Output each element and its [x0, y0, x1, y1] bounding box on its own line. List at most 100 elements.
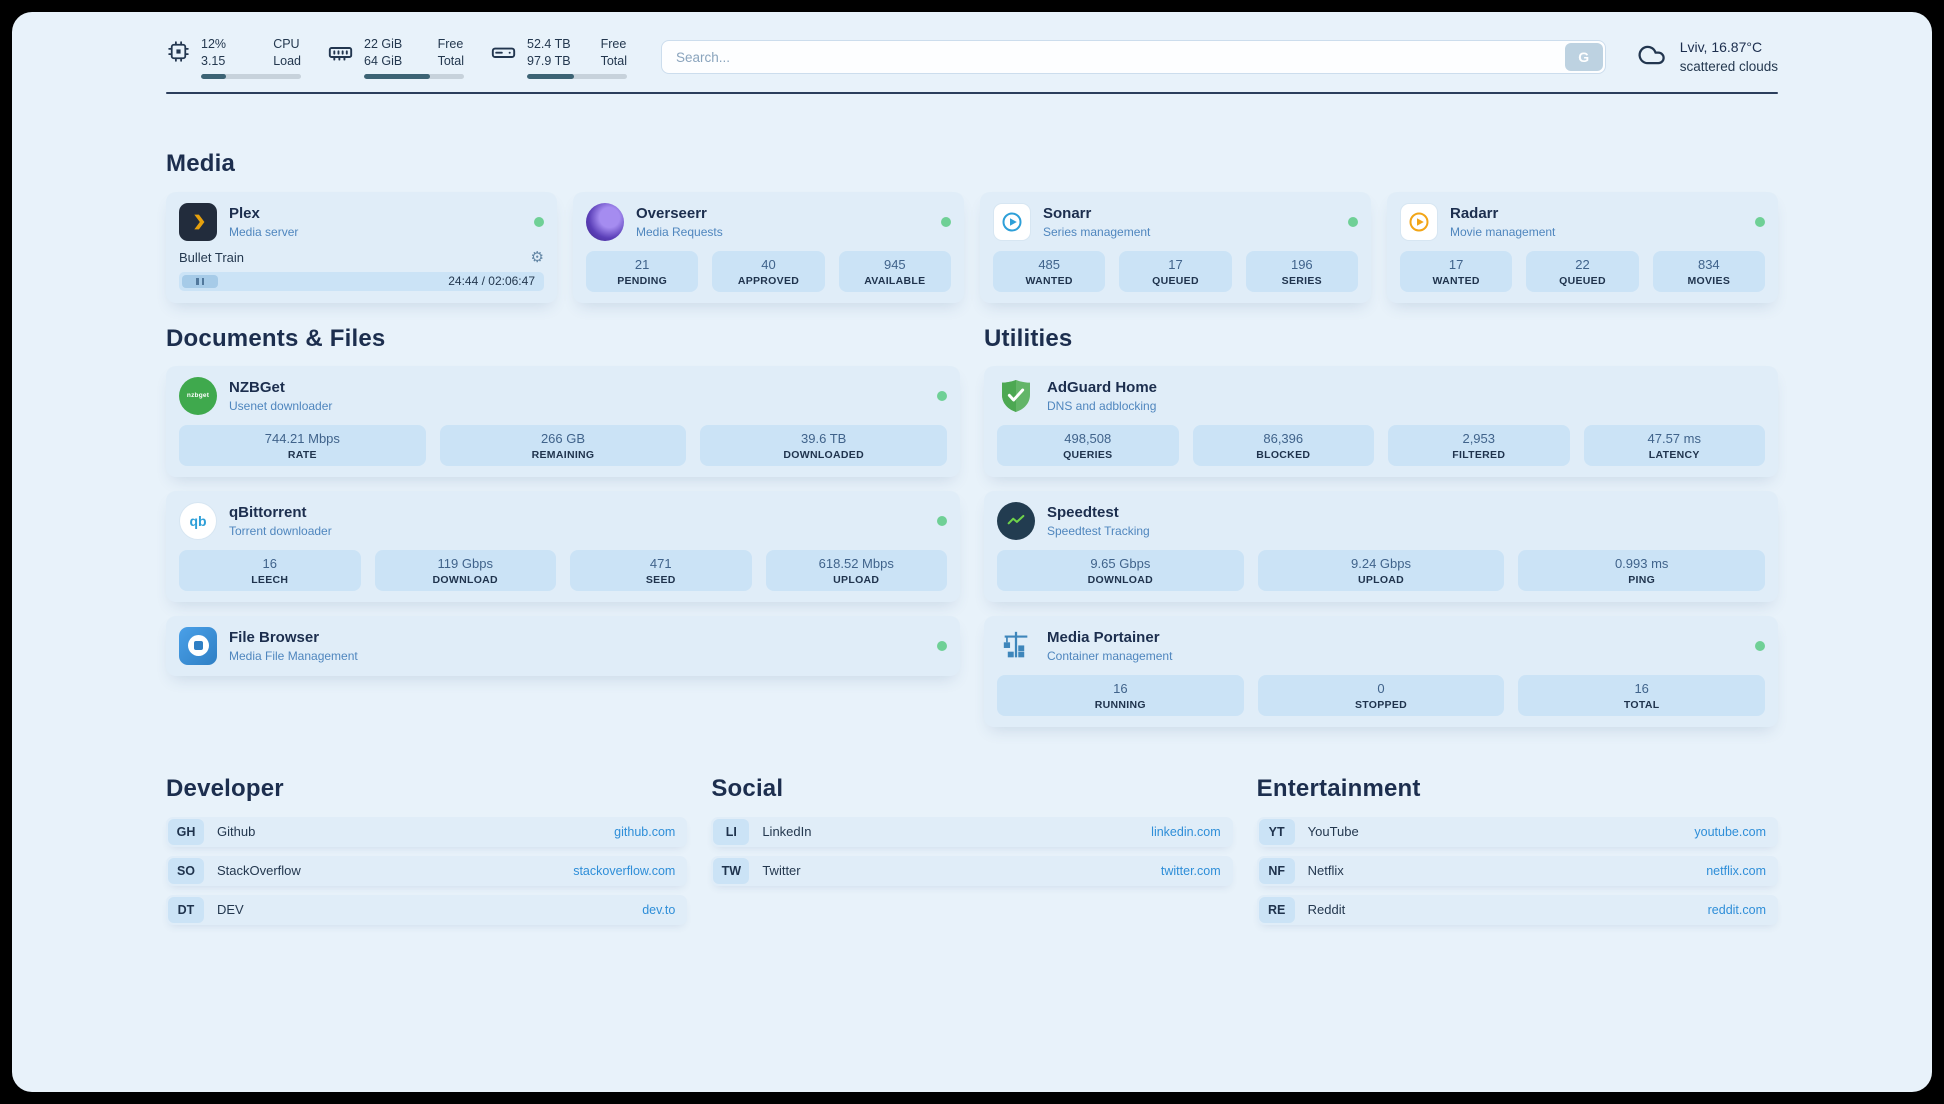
bookmark-url: youtube.com — [1694, 824, 1766, 839]
cloud-icon — [1634, 40, 1669, 75]
bookmark-url: linkedin.com — [1151, 824, 1221, 839]
stat-value: 16 — [1113, 680, 1128, 696]
bookmark-youtube[interactable]: YT YouTube youtube.com — [1256, 816, 1778, 847]
dashboard-content: 12% 3.15 CPU Load — [166, 12, 1778, 925]
disk-monitor: 52.4 TB 97.9 TB Free Total — [490, 36, 627, 79]
stat-value: 21 — [634, 256, 650, 272]
bookmark-netflix[interactable]: NF Netflix netflix.com — [1256, 855, 1778, 886]
stat-download: 119 Gbps DOWNLOAD — [374, 549, 556, 591]
weather-location: Lviv, 16.87°C — [1679, 39, 1763, 56]
card-radarr[interactable]: Radarr Movie management 17 WANTED 22 QUE… — [1387, 191, 1778, 303]
overseerr-icon — [586, 202, 624, 241]
stat-value: 16 — [1634, 680, 1649, 696]
media-grid: Plex Media server Bullet Train ⚙ 24:44 /… — [166, 191, 1778, 303]
bookmark-name: Netflix — [1307, 863, 1344, 879]
stat-leech: 16 LEECH — [179, 549, 361, 591]
player-progress-bar: 24:44 / 02:06:47 — [179, 271, 544, 291]
stat-value: 498,508 — [1064, 430, 1112, 446]
card-speedtest[interactable]: Speedtest Speedtest Tracking 9.65 Gbps D… — [984, 490, 1778, 602]
service-subtitle: Media Requests — [636, 224, 723, 239]
stat-label: AVAILABLE — [864, 274, 926, 287]
card-qbittorrent[interactable]: qb qBittorrent Torrent downloader 16 — [166, 490, 960, 602]
stat-label: UPLOAD — [1357, 573, 1405, 586]
card-adguard[interactable]: AdGuard Home DNS and adblocking 498,508 … — [984, 365, 1778, 477]
portainer-stats: 16 RUNNING 0 STOPPED 16 TOTAL — [997, 674, 1766, 716]
qbittorrent-header: qb qBittorrent Torrent downloader — [179, 501, 947, 540]
topbar: 12% 3.15 CPU Load — [166, 36, 1778, 79]
disk-label-1: Free — [600, 37, 627, 51]
stat-label: QUERIES — [1063, 448, 1113, 461]
status-dot — [1348, 216, 1358, 227]
service-title: qBittorrent — [229, 503, 307, 521]
stat-value: 47.57 ms — [1647, 430, 1701, 446]
disk-icon — [490, 36, 517, 71]
stat-upload: 618.52 Mbps UPLOAD — [765, 549, 947, 591]
card-filebrowser[interactable]: File Browser Media File Management — [166, 615, 960, 676]
bookmark-name: LinkedIn — [762, 824, 812, 840]
bookmark-stackoverflow[interactable]: SO StackOverflow stackoverflow.com — [166, 855, 688, 886]
bookmark-reddit[interactable]: RE Reddit reddit.com — [1256, 894, 1778, 925]
nzbget-header: nzbget NZBGet Usenet downloader — [179, 376, 947, 415]
search-provider-button[interactable]: G — [1564, 43, 1603, 72]
stat-label: WANTED — [1025, 274, 1073, 287]
bookmark-name: Reddit — [1307, 902, 1346, 918]
stat-label: SERIES — [1281, 274, 1322, 287]
service-subtitle: Media File Management — [229, 648, 358, 663]
portainer-titles: Media Portainer Container management — [1047, 629, 1743, 663]
search-bar: G — [661, 40, 1606, 75]
sonarr-titles: Sonarr Series management — [1043, 205, 1336, 239]
card-plex[interactable]: Plex Media server Bullet Train ⚙ 24:44 /… — [166, 191, 557, 303]
stat-value: 2,953 — [1462, 430, 1496, 446]
bookmark-twitter[interactable]: TW Twitter twitter.com — [711, 855, 1233, 886]
stat-value: 16 — [262, 555, 277, 571]
stat-stopped: 0 STOPPED — [1257, 674, 1505, 716]
settings-gear-icon[interactable]: ⚙ — [530, 248, 544, 266]
speedtest-header: Speedtest Speedtest Tracking — [997, 501, 1765, 540]
cpu-progress-track — [201, 73, 301, 79]
stat-value: 39.6 TB — [801, 430, 847, 446]
pause-button[interactable] — [182, 274, 218, 288]
portainer-icon — [997, 627, 1035, 665]
service-title: Plex — [229, 204, 260, 222]
card-nzbget[interactable]: nzbget NZBGet Usenet downloader 744.21 M… — [166, 365, 960, 477]
stat-running: 16 RUNNING — [997, 674, 1244, 716]
stat-value: 485 — [1038, 256, 1061, 272]
card-overseerr[interactable]: Overseerr Media Requests 21 PENDING 40 A… — [573, 191, 964, 303]
stat-download: 9.65 Gbps DOWNLOAD — [997, 549, 1244, 591]
documents-heading: Documents & Files — [166, 324, 386, 352]
search-input[interactable] — [664, 49, 1565, 65]
stat-value: 86,396 — [1263, 430, 1304, 446]
bookmark-group-social: Social LI LinkedIn linkedin.com TW Twitt… — [711, 775, 1233, 925]
stat-value: 17 — [1448, 256, 1464, 272]
bookmark-group-developer: Developer GH Github github.com SO StackO… — [166, 775, 688, 925]
disk-label-2: Total — [600, 53, 627, 68]
service-subtitle: Torrent downloader — [229, 523, 332, 538]
bookmark-github[interactable]: GH Github github.com — [166, 816, 688, 847]
speedtest-stats: 9.65 Gbps DOWNLOAD 9.24 Gbps UPLOAD 0.99… — [997, 549, 1766, 591]
disk-total: 97.9 TB — [527, 53, 571, 68]
bookmark-abbr: TW — [713, 857, 750, 884]
service-subtitle: Series management — [1043, 224, 1151, 239]
stat-wanted: 17 WANTED — [1400, 250, 1513, 292]
bookmark-list: LI LinkedIn linkedin.com TW Twitter twit… — [711, 816, 1233, 886]
stat-queries: 498,508 QUERIES — [997, 424, 1179, 466]
ram-progress-fill — [364, 73, 430, 79]
qbittorrent-icon: qb — [179, 501, 217, 540]
stat-queued: 17 QUEUED — [1119, 250, 1232, 292]
stat-remaining: 266 GB REMAINING — [439, 424, 687, 466]
stat-label: APPROVED — [737, 274, 800, 287]
overseerr-titles: Overseerr Media Requests — [636, 205, 929, 239]
stat-available: 945 AVAILABLE — [838, 250, 951, 292]
stat-label: DOWNLOAD — [1087, 573, 1154, 586]
card-sonarr[interactable]: Sonarr Series management 485 WANTED 17 Q… — [980, 191, 1371, 303]
status-dot — [534, 216, 544, 227]
bookmark-dev[interactable]: DT DEV dev.to — [166, 894, 688, 925]
bookmark-linkedin[interactable]: LI LinkedIn linkedin.com — [711, 816, 1233, 847]
middle-sections: Documents & Files nzbget NZBGet Usenet d… — [166, 325, 1778, 727]
card-portainer[interactable]: Media Portainer Container management 16 … — [984, 615, 1778, 727]
bookmark-abbr: NF — [1258, 857, 1295, 884]
portainer-header: Media Portainer Container management — [997, 627, 1765, 665]
bookmark-heading: Entertainment — [1256, 774, 1421, 802]
radarr-icon — [1400, 202, 1438, 241]
service-title: AdGuard Home — [1047, 378, 1158, 396]
